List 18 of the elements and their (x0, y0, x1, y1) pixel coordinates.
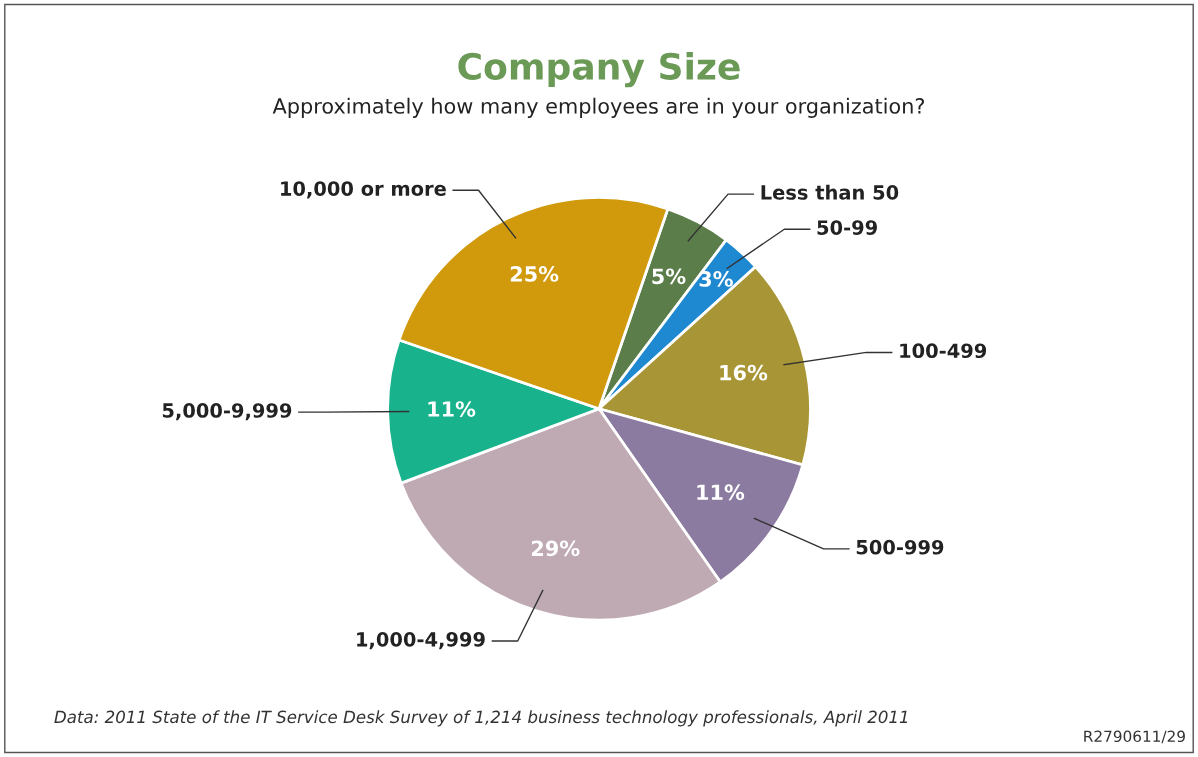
slice-label: 10,000 or more (281, 181, 446, 199)
chart-subtitle: Approximately how many employees are in your organization? (272, 97, 924, 118)
text: R2790611/29 (1084, 730, 1185, 744)
slice-label: 100-499 (900, 343, 987, 359)
data-label: 5% (652, 268, 686, 285)
data-label: 3% (699, 271, 733, 287)
chart-title: Company Size (458, 52, 740, 88)
data-label: 25% (510, 266, 559, 282)
text: Data: 2011 State of the IT Service Desk Survey of 1,214 business technology professionals, April 2011 (54, 710, 908, 727)
data-label: 11% (697, 484, 745, 501)
slice-label: 1,000-4,999 (357, 631, 485, 650)
slice-label: Less than 50 (761, 184, 899, 200)
data-label: 11% (428, 401, 476, 417)
data-label: 29% (531, 540, 580, 557)
data-label: 16% (720, 364, 768, 381)
slice-label: 50-99 (817, 220, 877, 235)
slice-label: 5,000-9,999 (162, 403, 292, 421)
slice-label: 500-999 (856, 539, 944, 555)
